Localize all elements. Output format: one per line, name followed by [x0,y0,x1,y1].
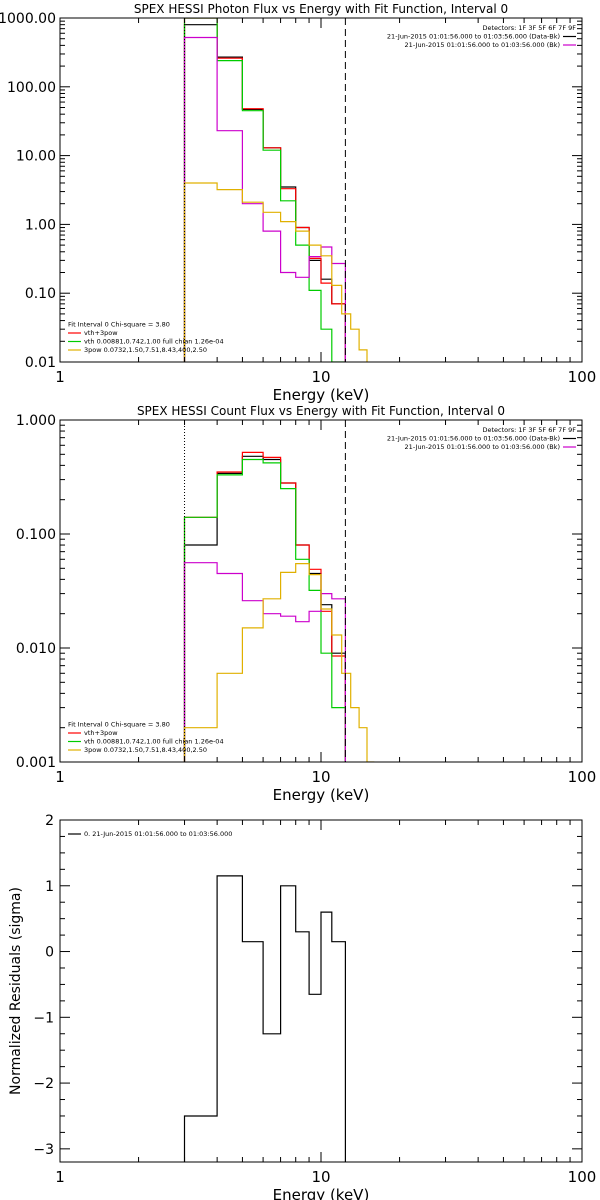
x-tick-label: 1 [55,368,65,386]
x-tick-label: 10 [311,768,330,786]
legend-entry: 21-Jun-2015 01:01:56.000 to 01:03:56.000… [405,41,560,49]
series-group [183,18,368,362]
x-tick-label: 100 [568,368,597,386]
y-tick-label: 0.01 [25,355,56,371]
legend-entry: vth 0.00881,0.742,1.00 full chian 1.26e-… [84,738,224,746]
panel-1: SPEX HESSI Photon Flux vs Energy with Fi… [0,2,596,404]
y-tick-label: −1 [33,1010,54,1026]
x-axis-label: Energy (keV) [273,386,370,404]
x-tick-label: 100 [568,1168,597,1186]
y-tick-label: 1000.00 [0,11,56,27]
x-tick-label: 10 [311,1168,330,1186]
y-tick-label: 10.00 [16,149,56,165]
y-tick-label: 0.100 [16,527,56,543]
legend-entry: vth+3pow [84,329,118,337]
legend-entry: 3pow 0.0732,1.50,7.51,8.43,400,2.50 [84,746,207,754]
legend-top: Detectors: 1F 3F 5F 6F 7F 9F21-Jun-2015 … [387,426,576,451]
y-axis-label: Normalized Residuals (sigma) [8,887,24,1095]
series-line-3 [183,18,346,362]
series-line-2 [183,451,346,762]
series-group [183,451,375,762]
series-line-1 [183,875,346,1162]
legend-entry: 21-Jun-2015 01:01:56.000 to 01:03:56.000… [387,435,560,443]
legend-bottom: Fit Interval 0 Chi-square = 3.80vth+3pow… [68,721,224,754]
x-tick-label: 10 [311,368,330,386]
panel-2: SPEX HESSI Count Flux vs Energy with Fit… [16,404,596,804]
y-tick-label: 1 [45,879,54,895]
y-tick-label: 0.10 [25,286,56,302]
x-tick-label: 100 [568,768,597,786]
y-tick-label: −3 [33,1142,54,1158]
panel-3: 1 10 100 Energy (keV) −3 −2 −1 0 1 2 Normalized Re… [8,813,596,1200]
legend-entry: Fit Interval 0 Chi-square = 3.80 [68,721,170,729]
legend-entry: 21-Jun-2015 01:01:56.000 to 01:03:56.000… [405,443,560,451]
y-tick-label: 2 [45,813,54,829]
y-tick-label: 100.00 [7,80,56,96]
y-tick-label: −2 [33,1076,54,1092]
y-tick-label: 0.010 [16,641,56,657]
y-tick-label: 0.001 [16,755,56,771]
legend-entry: 0. 21-Jun-2015 01:01:56.000 to 01:03:56.… [84,830,232,838]
x-axis-label: Energy (keV) [273,1186,370,1200]
series-line-4 [183,562,346,762]
series-line-2 [183,18,346,362]
legend-entry: vth 0.00881,0.742,1.00 full chian 1.26e-… [84,338,224,346]
y-tick-label: 1.00 [25,217,56,233]
series-line-4 [183,36,346,362]
series-group [183,875,346,1162]
series-line-5 [183,563,375,762]
series-line-3 [183,458,346,762]
x-tick-label: 1 [55,768,65,786]
series-line-1 [183,24,346,362]
x-tick-label: 1 [55,1168,65,1186]
legend-top: Detectors: 1F 3F 5F 6F 7F 9F21-Jun-2015 … [387,24,576,49]
legend-entry: vth+3pow [84,729,118,737]
legend-entry: Fit Interval 0 Chi-square = 3.80 [68,321,170,329]
chart-title: SPEX HESSI Count Flux vs Energy with Fit… [137,404,505,418]
legend-bottom: Fit Interval 0 Chi-square = 3.80vth+3pow… [68,321,224,354]
chart-title: SPEX HESSI Photon Flux vs Energy with Fi… [134,2,508,16]
legend-entry: 21-Jun-2015 01:01:56.000 to 01:03:56.000… [387,33,560,41]
y-tick-label: 1.000 [16,413,56,429]
y-tick-label: 0 [45,945,54,961]
x-axis-label: Energy (keV) [273,786,370,804]
series-line-5 [183,182,368,362]
legend-entry: 3pow 0.0732,1.50,7.51,8.43,400,2.50 [84,346,207,354]
legend-entry: Detectors: 1F 3F 5F 6F 7F 9F [482,24,576,32]
legend-top: 0. 21-Jun-2015 01:01:56.000 to 01:03:56.… [68,830,232,838]
legend-entry: Detectors: 1F 3F 5F 6F 7F 9F [482,426,576,434]
